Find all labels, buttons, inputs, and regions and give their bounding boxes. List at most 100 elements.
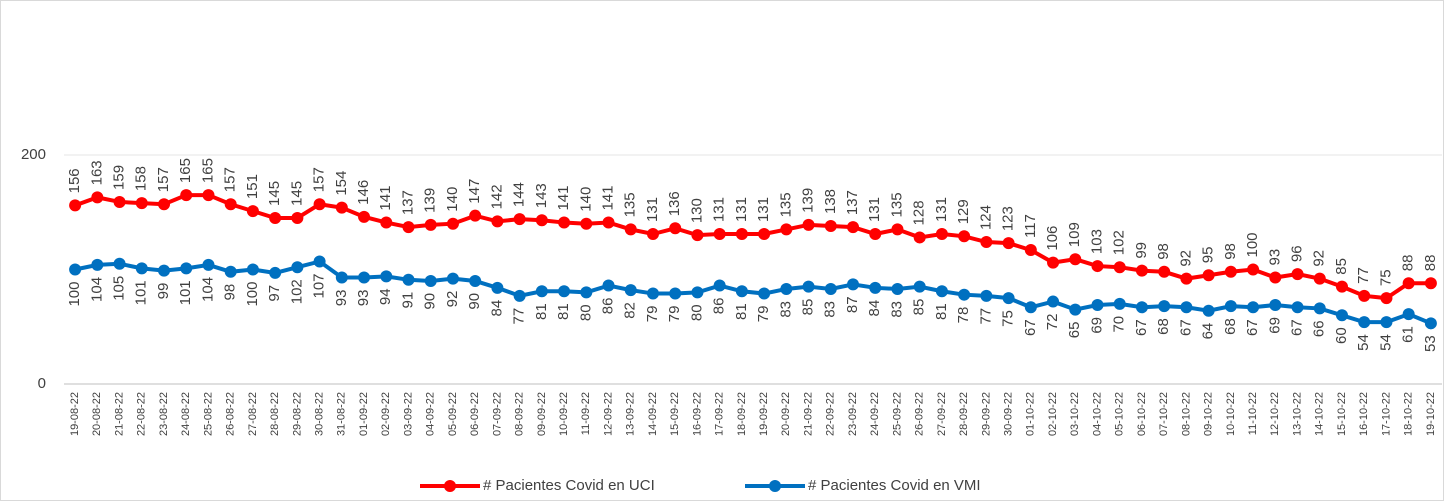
data-label: 88 xyxy=(1422,255,1439,272)
x-tick-label: 18-10-22 xyxy=(1403,392,1415,436)
data-label: 159 xyxy=(111,165,128,190)
data-label: 131 xyxy=(644,197,661,222)
data-label: 102 xyxy=(1111,230,1128,255)
data-point xyxy=(580,217,593,230)
data-point xyxy=(1158,265,1171,278)
data-label: 99 xyxy=(1133,242,1150,259)
data-label: 86 xyxy=(600,298,617,315)
data-label: 123 xyxy=(1000,206,1017,231)
data-label: 81 xyxy=(933,303,950,320)
data-label: 157 xyxy=(222,167,239,192)
legend-label: # Pacientes Covid en VMI xyxy=(808,477,981,494)
data-point xyxy=(1069,303,1082,316)
data-label: 104 xyxy=(199,277,216,302)
data-label: 129 xyxy=(955,199,972,224)
data-label: 95 xyxy=(1200,247,1217,264)
data-label: 103 xyxy=(1088,229,1105,254)
data-label: 124 xyxy=(977,205,994,230)
data-point xyxy=(491,281,504,294)
data-point xyxy=(735,285,748,298)
x-tick-label: 30-09-22 xyxy=(1003,392,1015,436)
data-label: 109 xyxy=(1066,222,1083,247)
data-point xyxy=(1113,261,1126,274)
data-label: 139 xyxy=(800,188,817,213)
data-point xyxy=(224,265,237,278)
data-label: 135 xyxy=(622,192,639,217)
data-point xyxy=(758,228,771,241)
data-point xyxy=(891,223,904,236)
data-point xyxy=(1380,316,1393,329)
data-label: 83 xyxy=(777,301,794,318)
data-point xyxy=(602,216,615,229)
x-tick-label: 10-09-22 xyxy=(558,392,570,436)
data-point xyxy=(1202,304,1215,317)
data-point xyxy=(1002,292,1015,305)
x-tick-label: 14-10-22 xyxy=(1314,392,1326,436)
data-label: 88 xyxy=(1400,255,1417,272)
x-tick-label: 05-10-22 xyxy=(1114,392,1126,436)
data-point xyxy=(135,197,148,210)
data-point xyxy=(313,255,326,268)
data-point xyxy=(602,279,615,292)
data-label: 136 xyxy=(666,191,683,216)
x-tick-label: 27-08-22 xyxy=(247,392,259,436)
data-label: 98 xyxy=(1222,243,1239,260)
data-point xyxy=(446,217,459,230)
data-point xyxy=(535,285,548,298)
data-label: 92 xyxy=(1311,250,1328,267)
data-point xyxy=(802,280,815,293)
data-label: 144 xyxy=(511,182,528,207)
x-tick-label: 01-09-22 xyxy=(358,392,370,436)
data-point xyxy=(646,228,659,241)
data-label: 81 xyxy=(533,303,550,320)
data-label: 93 xyxy=(333,290,350,307)
data-point xyxy=(1402,308,1415,321)
data-label: 75 xyxy=(1377,269,1394,286)
data-label: 60 xyxy=(1333,327,1350,344)
data-label: 78 xyxy=(955,307,972,324)
data-label: 80 xyxy=(577,304,594,321)
data-point xyxy=(91,258,104,271)
data-label: 69 xyxy=(1088,317,1105,334)
x-tick-label: 25-08-22 xyxy=(202,392,214,436)
data-point xyxy=(269,211,282,224)
x-tick-label: 12-10-22 xyxy=(1269,392,1281,436)
data-label: 131 xyxy=(933,197,950,222)
data-point xyxy=(469,274,482,287)
data-point xyxy=(580,286,593,299)
data-label: 90 xyxy=(466,293,483,310)
data-point xyxy=(624,223,637,236)
x-tick-label: 26-09-22 xyxy=(914,392,926,436)
data-point xyxy=(713,228,726,241)
data-label: 151 xyxy=(244,174,261,199)
x-tick-label: 24-08-22 xyxy=(180,392,192,436)
data-label: 135 xyxy=(777,192,794,217)
x-tick-label: 04-10-22 xyxy=(1091,392,1103,436)
x-tick-label: 07-10-22 xyxy=(1158,392,1170,436)
data-point xyxy=(735,228,748,241)
data-point xyxy=(1269,298,1282,311)
data-point xyxy=(691,229,704,242)
data-point xyxy=(646,287,659,300)
x-tick-label: 23-09-22 xyxy=(847,392,859,436)
data-point xyxy=(713,279,726,292)
data-point xyxy=(1135,301,1148,314)
data-label: 106 xyxy=(1044,226,1061,251)
data-label: 54 xyxy=(1377,334,1394,351)
x-tick-label: 21-08-22 xyxy=(113,392,125,436)
data-label: 83 xyxy=(888,301,905,318)
data-point xyxy=(202,258,215,271)
data-label: 77 xyxy=(511,308,528,325)
data-point xyxy=(669,287,682,300)
x-tick-label: 16-09-22 xyxy=(691,392,703,436)
data-label: 79 xyxy=(644,306,661,323)
data-label: 135 xyxy=(888,192,905,217)
data-label: 131 xyxy=(755,197,772,222)
data-point xyxy=(1358,289,1371,302)
data-point xyxy=(180,262,193,275)
data-point xyxy=(1380,292,1393,305)
data-label: 147 xyxy=(466,179,483,204)
data-label: 70 xyxy=(1111,316,1128,333)
x-tick-label: 15-10-22 xyxy=(1336,392,1348,436)
